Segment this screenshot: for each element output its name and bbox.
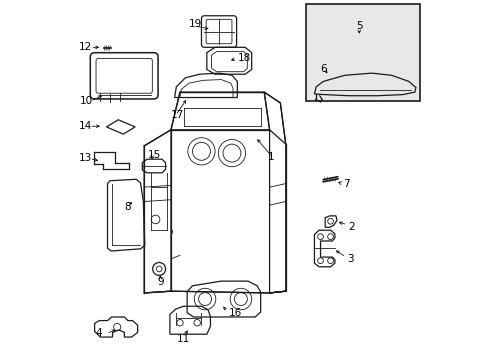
Text: 11: 11	[176, 333, 189, 343]
Text: 10: 10	[80, 96, 92, 106]
Text: 4: 4	[96, 328, 102, 338]
Text: 9: 9	[157, 277, 163, 287]
Bar	[305, 4, 419, 101]
Text: 2: 2	[348, 222, 354, 231]
Text: 19: 19	[188, 19, 202, 29]
Text: 1: 1	[267, 152, 274, 162]
Text: 18: 18	[237, 53, 250, 63]
Text: 8: 8	[124, 202, 131, 212]
Text: 16: 16	[228, 309, 241, 318]
Text: 14: 14	[79, 121, 92, 131]
Text: 3: 3	[346, 254, 353, 264]
Text: 5: 5	[355, 21, 362, 31]
Text: 6: 6	[319, 64, 326, 74]
Text: 7: 7	[343, 179, 349, 189]
Text: 17: 17	[171, 111, 184, 121]
Text: 13: 13	[79, 153, 92, 163]
Text: 12: 12	[79, 42, 92, 52]
Text: 15: 15	[147, 150, 161, 160]
